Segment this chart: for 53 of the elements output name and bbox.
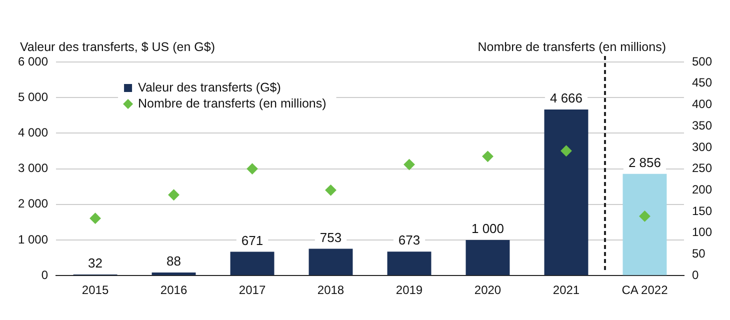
y-tick-label: 3 000: [18, 161, 48, 176]
y2-tick-label: 0: [692, 268, 699, 282]
x-tick-label: CA 2022: [622, 283, 668, 298]
y-tick-label: 6 000: [18, 54, 48, 68]
bar: [230, 252, 274, 276]
y-tick-label: 5 000: [18, 90, 48, 104]
x-tick-label: 2021: [552, 283, 580, 298]
y-tick-label: 1 000: [18, 232, 48, 246]
y2-tick-label: 250: [692, 161, 712, 176]
bar: [544, 109, 588, 276]
x-tick-label: 2016: [160, 283, 188, 298]
y-tick-label: 0: [41, 268, 48, 282]
legend-label: Valeur des transferts (G$): [138, 80, 281, 94]
y2-tick-label: 50: [692, 246, 706, 261]
x-tick-label: 2020: [474, 283, 502, 298]
y2-tick-label: 500: [692, 54, 712, 68]
point: [560, 145, 572, 156]
data-label: 32: [88, 256, 103, 271]
point: [482, 150, 494, 162]
point: [168, 189, 180, 200]
y-tick-label: 4 000: [18, 126, 48, 140]
point: [325, 184, 336, 196]
bar: [308, 248, 353, 276]
y2-tick-label: 400: [692, 97, 712, 112]
x-tick-label: 2017: [238, 283, 266, 298]
data-label: 671: [241, 232, 264, 248]
bar: [622, 174, 667, 276]
bar: [466, 240, 510, 276]
data-label: 4 666: [550, 90, 583, 106]
x-tick-label: 2018: [317, 283, 344, 298]
y2-tick-label: 300: [692, 140, 712, 154]
y2-tick-label: 150: [692, 204, 712, 218]
data-label: 2 856: [628, 155, 662, 170]
data-label: 1 000: [471, 221, 504, 236]
y2-tick-label: 450: [692, 76, 712, 90]
legend-label: Nombre de transferts (en millions): [138, 96, 326, 110]
y-tick-label: 2 000: [18, 196, 48, 211]
data-label: 673: [398, 232, 420, 248]
point: [404, 159, 415, 170]
point: [639, 210, 650, 222]
data-label: 88: [166, 254, 182, 269]
y2-tick-label: 100: [692, 225, 712, 240]
point: [90, 212, 101, 224]
y2-axis-title: Nombre de transferts (en millions): [478, 40, 666, 54]
bar: [152, 272, 196, 276]
y-axis-title: Valeur des transferts, $ US (en G$): [20, 40, 215, 54]
y2-tick-label: 350: [692, 118, 712, 132]
x-tick-label: 2019: [396, 283, 423, 298]
point: [246, 163, 258, 174]
y2-tick-label: 200: [692, 182, 712, 196]
data-label: 753: [320, 230, 342, 245]
x-tick-label: 2015: [82, 283, 109, 298]
bar: [387, 252, 432, 276]
